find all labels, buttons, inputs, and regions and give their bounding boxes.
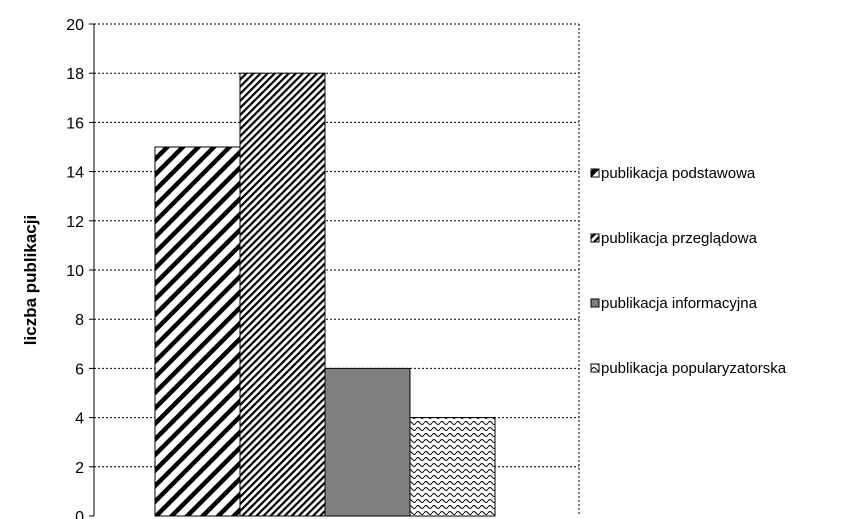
legend-swatch [590,233,600,243]
y-tick-label: 14 [66,165,84,182]
bar-publikacja-przeglądowa [239,72,326,517]
legend-label: publikacja informacyjna [601,295,758,312]
legend-swatch [590,298,600,308]
y-tick-label: 10 [66,263,84,280]
legend-label: publikacja popularyzatorska [601,360,787,377]
y-tick-label: 18 [66,66,84,83]
y-tick-label: 2 [75,460,84,477]
y-tick-label: 8 [75,312,84,329]
legend-item: publikacja popularyzatorska [590,360,787,377]
legend: publikacja podstawowa publikacja przegląd… [590,165,787,377]
y-tick-labels: 0 2 4 6 8 10 12 14 16 18 20 [66,17,84,519]
bar-publikacja-podstawowa [154,146,241,517]
legend-item: publikacja informacyjna [590,295,758,312]
legend-item: publikacja przeglądowa [590,230,758,247]
legend-label: publikacja przeglądowa [601,230,758,247]
y-axis-title: liczba publikacji [21,215,40,345]
axes [89,23,95,517]
legend-item: publikacja podstawowa [590,165,756,182]
bar-publikacja-popularyzatorska [409,417,496,517]
y-tick-label: 12 [66,214,84,231]
bar-publikacja-informacyjna [324,367,411,517]
legend-swatch [590,363,600,373]
y-tick-label: 16 [66,115,84,132]
y-tick-label: 20 [66,17,84,34]
legend-label: publikacja podstawowa [601,165,756,182]
y-tick-label: 4 [75,411,84,428]
bars [154,72,496,517]
y-tick-label: 0 [75,509,84,519]
y-tick-label: 6 [75,361,84,378]
legend-swatch [590,168,600,178]
